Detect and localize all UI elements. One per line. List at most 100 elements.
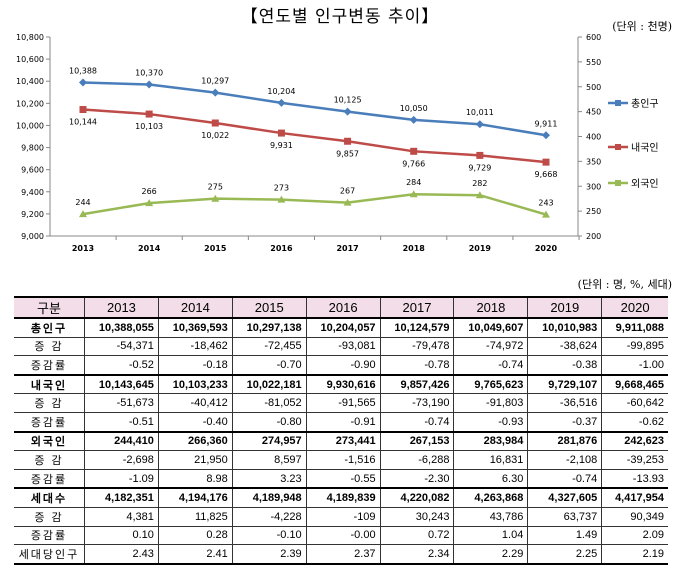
data-label: 9,766 [402,159,425,168]
table-cell: 2.41 [157,544,233,565]
table-cell: 4,194,176 [157,487,233,508]
left-tick-label: 10,600 [16,55,44,64]
data-point [79,106,87,114]
table-row: 외국인 244,410 266,360 274,957 273,441 267,153 28… [14,430,668,452]
population-chart: 9,000 9,200 9,400 9,600 9,800 10,000 10,200 10,… [16,33,659,253]
table-cell: 9,668,465 [601,373,668,395]
table-cell: -74,972 [453,336,529,357]
column-header: 2016 [305,296,381,319]
right-tick-label: 300 [586,182,601,191]
data-point [476,151,484,159]
table-cell: -79,478 [379,336,455,357]
legend-marker [615,144,621,150]
table-cell: -93,081 [305,336,381,357]
x-tick-label: 2016 [270,244,293,253]
column-header: 2020 [601,296,668,319]
row-label: 총인구 [14,317,85,338]
row-label: 세대당인구 [14,544,85,565]
table-cell: -0.74 [453,355,529,376]
table-cell: -99,895 [601,336,668,357]
table-cell: -39,253 [601,450,668,470]
table-cell: -0.37 [527,411,603,433]
table-cell: -1.09 [84,468,159,489]
table-cell: 2.29 [453,544,529,565]
table-cell: 10,143,645 [84,373,159,395]
table-cell: -36,516 [527,393,603,413]
table-cell: -72,455 [231,336,307,357]
legend-label: 내국인 [631,142,659,154]
data-label: 10,144 [69,118,97,127]
table-cell: -2,108 [527,450,603,470]
table-cell: -0.40 [157,411,233,433]
x-tick-label: 2014 [138,244,161,253]
table-cell: 2.37 [305,544,381,565]
data-label: 10,204 [267,87,295,96]
table-row: 증감률 0.10 0.28 -0.10 -0.00 0.72 1.04 1.49 2.09 [14,525,668,546]
row-label: 외국인 [14,430,85,452]
data-label: 282 [472,179,487,188]
series-line-외국인 [82,192,547,216]
table-header-row: 구분 2013 2014 2015 2016 2017 2018 2019 2020 [14,296,668,319]
table-cell: 4,263,868 [453,487,529,508]
left-tick-label: 10,400 [16,77,44,86]
data-point [145,110,153,118]
data-point [409,115,418,124]
table-cell: 4,220,082 [379,487,455,508]
table-cell: -0.91 [305,411,381,433]
table-cell: 1.49 [527,525,603,546]
data-label: 267 [340,187,355,196]
data-label: 9,729 [468,163,491,172]
table-cell: 1.04 [453,525,529,546]
column-header: 2019 [527,296,603,319]
table-cell: 267,153 [379,430,455,452]
table-cell: 30,243 [379,506,455,527]
table-row: 증감률 -0.51 -0.40 -0.80 -0.91 -0.74 -0.93 -0.37 -0… [14,411,668,433]
table-cell: 63,737 [527,506,603,527]
table-row: 증 감 -2,698 21,950 8,597 -1,516 -6,288 16,831 -2… [14,450,668,470]
right-tick-label: 550 [586,58,601,67]
table-cell: 2.09 [601,525,668,546]
data-label: 10,370 [135,69,163,78]
legend-marker [615,100,621,106]
table-cell: -13.93 [601,468,668,489]
data-label: 10,011 [466,108,494,117]
column-header: 2018 [453,296,529,319]
table-cell: -54,371 [84,336,159,357]
table-cell: 283,984 [453,430,529,452]
table-cell: 8.98 [157,468,233,489]
data-point [542,210,550,218]
table-cell: 274,957 [231,430,307,452]
data-point [211,88,220,97]
data-label: 10,388 [69,67,97,76]
data-label: 10,103 [135,122,163,131]
data-point [343,198,352,206]
column-header: 2013 [84,296,159,319]
row-label: 증 감 [14,506,85,527]
table-cell: 2.34 [379,544,455,565]
table-cell: -0.74 [527,468,603,489]
table-cell: 10,103,233 [157,373,233,395]
table-cell: 9,765,623 [453,373,529,395]
data-label: 9,668 [535,170,558,179]
x-tick-label: 2013 [72,244,94,253]
table-cell: -0.55 [305,468,381,489]
table-row: 증감률 -0.52 -0.18 -0.70 -0.90 -0.78 -0.74 -0.38 -1… [14,355,668,376]
table-cell: 0.72 [379,525,455,546]
table-row: 내국인 10,143,645 10,103,233 10,022,181 9,930,6… [14,373,668,395]
table-cell: -0.62 [601,411,668,433]
table-cell: -0.38 [527,355,603,376]
table-cell: -1,516 [305,450,381,470]
left-tick-label: 9,400 [21,188,44,197]
chart-unit-label: (단위 : 천명) [612,20,672,33]
table-cell: 244,410 [84,430,159,452]
data-label: 275 [208,183,223,192]
table-cell: 10,369,593 [157,317,233,338]
data-label: 10,050 [400,104,428,113]
series-line-총인구 [82,81,547,137]
table-row: 세대당인구 2.43 2.41 2.39 2.37 2.34 2.29 2.25 2.19 [14,544,668,565]
row-label: 증감률 [14,355,85,376]
right-tick-label: 400 [586,133,601,142]
table-cell: -0.51 [84,411,159,433]
table-cell: -1.00 [601,355,668,376]
table-cell: 0.10 [84,525,159,546]
